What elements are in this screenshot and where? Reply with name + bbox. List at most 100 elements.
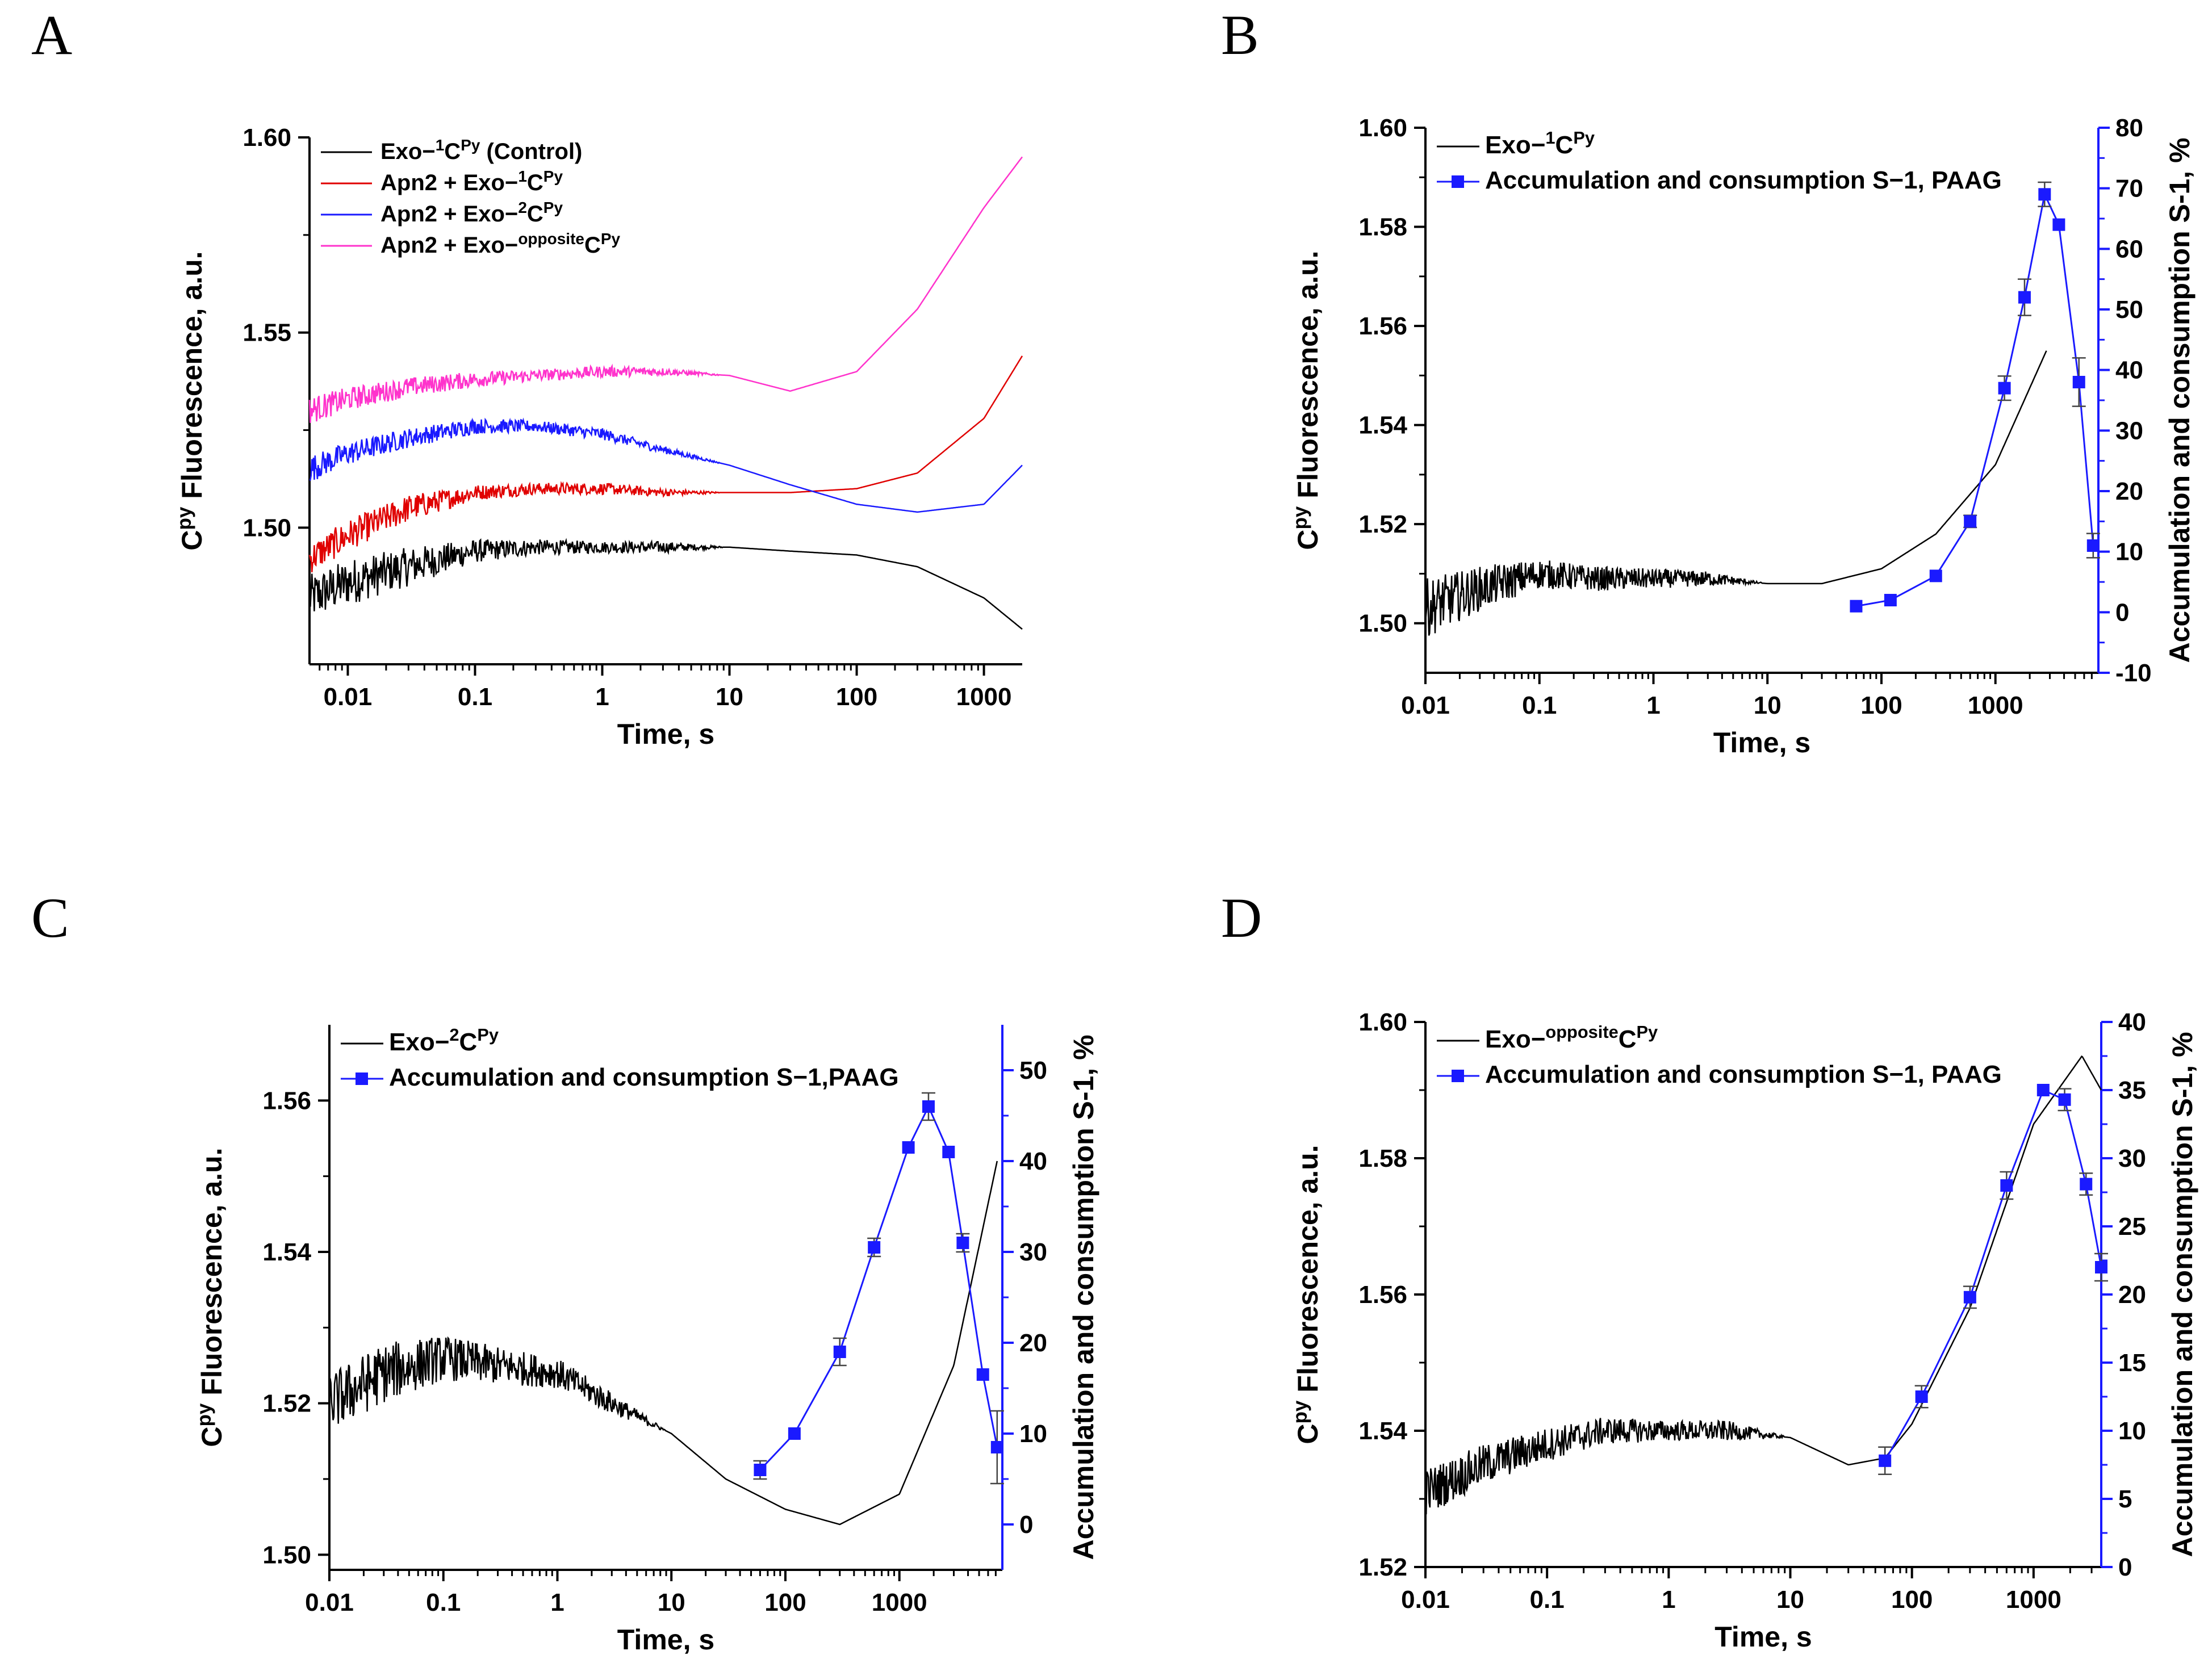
- series-line-2: [309, 417, 1023, 513]
- x-tick-label: 0.1: [458, 683, 492, 711]
- s1-marker: [788, 1427, 801, 1440]
- y-tick-label: 1.56: [1358, 1281, 1407, 1309]
- x-tick-label: 10: [658, 1589, 685, 1616]
- s1-marker: [1915, 1390, 1928, 1403]
- series-line-1: [308, 355, 1023, 573]
- x-tick-label: 10: [1754, 692, 1782, 719]
- s1-marker: [2072, 376, 2085, 388]
- panel-letter-d: D: [1221, 886, 1262, 949]
- x-tick-label: 100: [836, 683, 877, 711]
- y-tick-label: 1.56: [1358, 312, 1407, 340]
- panel-letter-b: B: [1221, 3, 1259, 66]
- y-tick-label: 1.58: [1358, 1145, 1407, 1172]
- x-tick-label: 100: [1860, 692, 1902, 719]
- s1-marker: [2018, 291, 2031, 304]
- legend-entry-s1: Accumulation and consumption S−1, PAAG: [1485, 166, 2002, 194]
- y-axis-title: Cpy Fluorescence, a.u.: [193, 1147, 228, 1447]
- x-tick-label: 0.01: [1401, 692, 1450, 719]
- s1-marker: [754, 1464, 767, 1476]
- y2-tick-label: 0: [2118, 1553, 2132, 1581]
- s1-marker: [2038, 188, 2051, 201]
- x-axis-title: Time, s: [617, 1624, 714, 1656]
- x-tick-label: 100: [764, 1589, 806, 1616]
- legend-entry-s1: Accumulation and consumption S−1,PAAG: [389, 1063, 899, 1091]
- s1-marker: [1964, 515, 1977, 528]
- x-axis-title: Time, s: [617, 718, 714, 750]
- y2-tick-label: 0: [1019, 1511, 1033, 1539]
- x-tick-label: 1: [1646, 692, 1660, 719]
- s1-marker: [922, 1100, 935, 1113]
- y-tick-label: 1.55: [242, 319, 291, 347]
- x-tick-label: 10: [716, 683, 743, 711]
- legend-entry: Apn2 + Exo−2CPy: [380, 199, 563, 227]
- y2-tick-label: 10: [2115, 538, 2143, 566]
- s1-marker: [1884, 594, 1897, 606]
- s1-marker: [990, 1441, 1003, 1453]
- y2-tick-label: -10: [2115, 659, 2152, 687]
- s1-marker: [2052, 218, 2065, 231]
- x-tick-label: 10: [1776, 1586, 1804, 1614]
- y-axis-title: Cpy Fluorescence, a.u.: [173, 251, 208, 550]
- x-tick-label: 100: [1891, 1586, 1933, 1614]
- x-tick-label: 0.01: [305, 1589, 354, 1616]
- s1-marker: [2058, 1093, 2071, 1106]
- x-tick-label: 1000: [956, 683, 1012, 711]
- s1-line: [759, 1104, 998, 1471]
- panel-letter-c: C: [31, 886, 69, 949]
- x-tick-label: 1000: [2006, 1586, 2061, 1614]
- y2-tick-label: 5: [2118, 1485, 2132, 1513]
- y2-tick-label: 50: [1019, 1057, 1047, 1084]
- y2-tick-label: 40: [2115, 357, 2143, 384]
- x-tick-label: 0.01: [324, 683, 373, 711]
- s1-marker: [1850, 600, 1863, 613]
- fluorescence-line: [1424, 1055, 2102, 1515]
- y2-tick-label: 35: [2118, 1076, 2146, 1104]
- legend-entry-s1: Accumulation and consumption S−1, PAAG: [1485, 1061, 2002, 1088]
- fluorescence-line: [1424, 350, 2047, 636]
- y2-tick-label: 30: [2115, 417, 2143, 445]
- s1-marker: [833, 1346, 846, 1358]
- y-tick-label: 1.50: [262, 1541, 311, 1569]
- y-tick-label: 1.56: [262, 1087, 311, 1115]
- s1-marker: [2036, 1084, 2050, 1096]
- y-tick-label: 1.52: [1358, 1553, 1407, 1581]
- y2-tick-label: 50: [2115, 296, 2143, 324]
- y-tick-label: 1.54: [1358, 1417, 1407, 1445]
- y2-tick-label: 10: [2118, 1417, 2146, 1445]
- y-axis-title: Cpy Fluorescence, a.u.: [1289, 1145, 1324, 1444]
- y-tick-label: 1.60: [1358, 114, 1407, 142]
- y2-tick-label: 20: [2118, 1281, 2146, 1309]
- y2-tick-label: 60: [2115, 235, 2143, 263]
- series-line-3: [308, 156, 1023, 423]
- chart-panel-a: 0.01 0.1 1 10 100 1000 1.50 1.55 1.60 Time, s Cpy …: [173, 124, 1023, 750]
- x-tick-label: 1: [595, 683, 609, 711]
- s1-marker: [2080, 1178, 2093, 1191]
- y2-tick-label: 30: [1019, 1238, 1047, 1266]
- s1-line: [1884, 1088, 2102, 1461]
- legend-marker-s1: [356, 1072, 368, 1085]
- x-tick-label: 0.1: [1522, 692, 1557, 719]
- y-axis-title: Cpy Fluorescence, a.u.: [1289, 250, 1324, 550]
- s1-marker: [2086, 539, 2100, 552]
- x-tick-label: 1: [1662, 1586, 1675, 1614]
- s1-marker: [1879, 1454, 1892, 1467]
- legend-entry: Exo−1CPy (Control): [380, 136, 582, 165]
- s1-marker: [2000, 1179, 2013, 1192]
- legend-marker-s1: [1452, 175, 1464, 188]
- x-tick-label: 1000: [872, 1589, 927, 1616]
- y2-tick-label: 70: [2115, 175, 2143, 203]
- chart-panel-d: 0.01 0.1 1 10 100 10001.521.541.561.581.60Tim…: [1289, 1008, 2199, 1653]
- y2-tick-label: 40: [2118, 1008, 2146, 1036]
- y2-tick-label: 30: [2118, 1145, 2146, 1172]
- x-tick-label: 0.1: [1530, 1586, 1565, 1614]
- y-tick-label: 1.60: [242, 124, 291, 152]
- s1-marker: [868, 1241, 881, 1254]
- x-tick-label: 1000: [1968, 692, 2023, 719]
- y-tick-label: 1.52: [1358, 510, 1407, 538]
- x-axis-title: Time, s: [1714, 1621, 1812, 1653]
- chart-panel-b: 0.01 0.1 1 10 100 10001.501.521.541.561.581.6…: [1289, 114, 2196, 759]
- legend-marker-s1: [1452, 1070, 1464, 1082]
- y-tick-label: 1.50: [242, 514, 291, 542]
- s1-marker: [1929, 569, 1942, 583]
- y2-axis-title: Accumulation and consumption S-1, %: [2167, 1032, 2198, 1557]
